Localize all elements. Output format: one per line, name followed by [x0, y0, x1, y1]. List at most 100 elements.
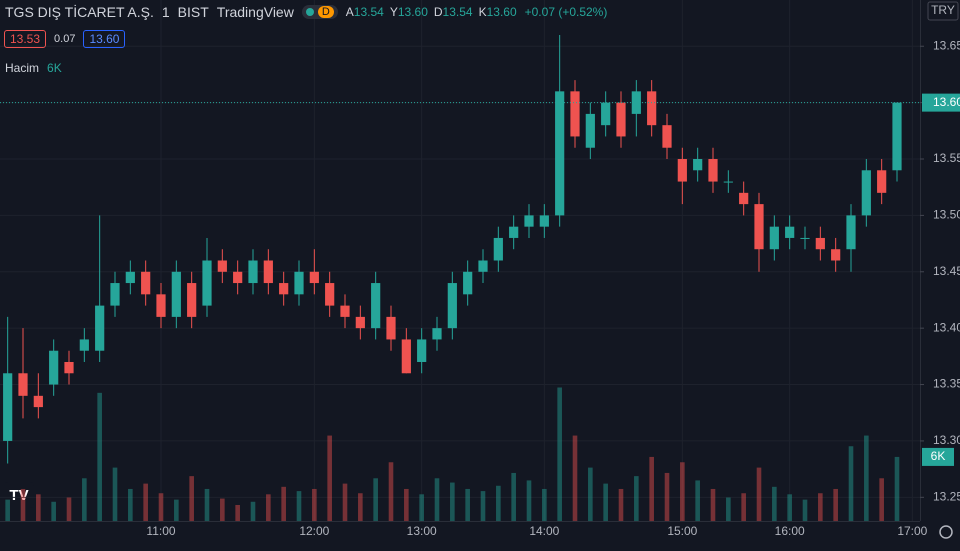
- candle-body: [233, 271, 243, 284]
- candle-body: [95, 305, 105, 351]
- candle-body: [585, 113, 595, 148]
- plot: [3, 34, 902, 521]
- volume-value: 6K: [47, 61, 62, 75]
- candle-body: [202, 260, 212, 306]
- candle-body: [555, 91, 565, 216]
- volume-bar: [572, 435, 578, 521]
- candle-body: [401, 339, 411, 374]
- candle-body: [616, 102, 626, 137]
- settings-icon[interactable]: [939, 525, 953, 539]
- last-price-label: 13.60: [933, 95, 960, 109]
- candle-body: [340, 305, 350, 317]
- candle-body: [371, 283, 381, 329]
- candle-body: [171, 271, 181, 317]
- candle-body: [309, 271, 319, 284]
- candle-body: [877, 170, 887, 193]
- candle-body: [33, 395, 43, 408]
- candle-body: [754, 204, 764, 250]
- candle-body: [141, 271, 151, 295]
- volume-bar: [20, 488, 26, 521]
- volume-bar: [741, 493, 746, 521]
- volume-bar: [5, 499, 10, 521]
- volume-bar: [818, 493, 823, 521]
- volume-bar: [480, 491, 486, 521]
- interval: 1: [161, 4, 170, 20]
- candle-body: [892, 102, 902, 171]
- candle-body: [417, 339, 427, 362]
- volume-bar: [434, 478, 440, 521]
- volume-bar: [802, 499, 808, 521]
- ask[interactable]: 13.60: [83, 30, 126, 48]
- y-tick-label: 13.40: [933, 320, 960, 334]
- volume-bar: [450, 482, 455, 521]
- currency-box[interactable]: [927, 1, 959, 21]
- volume-bar: [557, 387, 562, 521]
- candle-body: [18, 373, 28, 396]
- tv-logo[interactable]: TV: [4, 482, 34, 508]
- volume-bar: [618, 488, 624, 521]
- candle-body: [831, 249, 841, 261]
- candle-body: [110, 283, 120, 306]
- volume-bar: [419, 494, 424, 521]
- candle-body: [601, 102, 611, 126]
- volume-bar: [511, 472, 516, 521]
- candle-body: [217, 260, 227, 272]
- volume-bar: [112, 467, 118, 521]
- candle-body: [156, 294, 166, 317]
- ohlc-item: A13.54: [346, 5, 384, 19]
- candle-body: [739, 192, 749, 205]
- volume-bar: [496, 485, 501, 521]
- volume-bar: [358, 493, 363, 521]
- ohlc-label: D: [433, 5, 443, 19]
- candle-body: [570, 91, 580, 137]
- volume-bar: [82, 478, 87, 521]
- legend-header: TGS DIŞ TİCARET A.Ş. 1 BIST TradingView …: [5, 4, 607, 20]
- volume-bar: [220, 498, 225, 521]
- volume-bar: [680, 462, 685, 521]
- y-tick-label: 13.35: [933, 377, 960, 391]
- market-dot: [305, 8, 314, 16]
- bid[interactable]: 13.53: [4, 30, 47, 48]
- volume-bar: [833, 488, 838, 521]
- candle-body: [493, 237, 503, 261]
- change: +0.07 (+0.52%): [524, 5, 608, 19]
- volume-bar: [143, 483, 148, 521]
- ohlc-item: Y13.60: [390, 5, 428, 19]
- volume-bar: [772, 486, 777, 521]
- volume-bar: [388, 462, 394, 521]
- candle-body: [769, 226, 779, 250]
- y-tick-label: 13.55: [933, 151, 960, 165]
- volume-bar: [250, 501, 256, 521]
- candle-body: [3, 373, 13, 441]
- volume-bar: [204, 488, 210, 521]
- candle-body: [846, 215, 856, 250]
- volume-bar: [664, 472, 670, 521]
- candle-body: [79, 339, 89, 351]
- candle-body: [509, 226, 519, 238]
- source: TradingView: [216, 4, 294, 20]
- candle-body: [125, 271, 135, 284]
- exchange: BIST: [177, 4, 209, 20]
- x-tick-label: 16:00: [775, 524, 805, 538]
- ohlc-label: Y: [389, 5, 398, 19]
- candle-body: [478, 260, 488, 272]
- volume-bar: [634, 476, 639, 521]
- volume-bar: [695, 480, 700, 521]
- volume-bar: [879, 478, 884, 521]
- ohlc-item: K13.60: [479, 5, 517, 19]
- candle-body: [187, 283, 197, 317]
- candle-body: [785, 226, 795, 238]
- volume-bar: [281, 486, 286, 521]
- candle-body: [662, 125, 672, 148]
- symbol-name[interactable]: TGS DIŞ TİCARET A.Ş.: [5, 4, 154, 20]
- volume-badge-label: 6K: [931, 449, 946, 463]
- quote-row: 13.53 0.07 13.60: [4, 30, 126, 48]
- volume-bar: [97, 392, 102, 521]
- volume-bar: [894, 456, 900, 521]
- volume-title: Hacim: [5, 61, 40, 75]
- x-tick-label: 11:00: [146, 524, 175, 538]
- ohlc-value: 13.60: [397, 5, 428, 19]
- logo-bg: [4, 482, 34, 508]
